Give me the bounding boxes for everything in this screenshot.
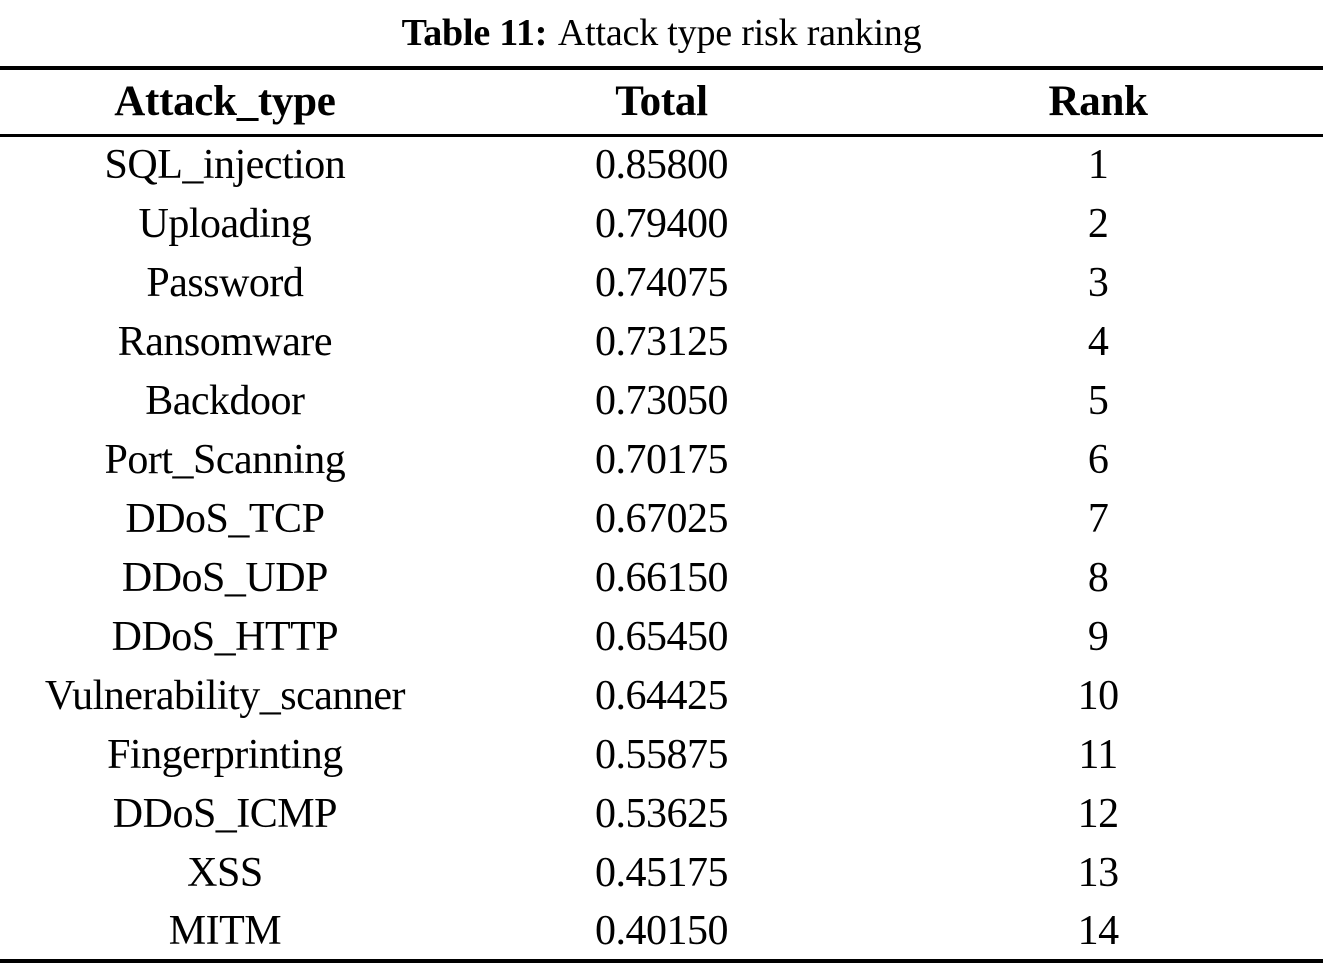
table-row: Ransomware 0.73125 4 (0, 312, 1323, 371)
header-row: Attack_type Total Rank (0, 68, 1323, 137)
cell-total: 0.66150 (594, 554, 729, 601)
column-header-total: Total (449, 68, 874, 137)
cell-total: 0.73125 (594, 318, 729, 365)
cell-rank: 3 (1087, 259, 1109, 306)
table-row: DDoS_TCP 0.67025 7 (0, 489, 1323, 548)
cell-total: 0.45175 (594, 849, 729, 896)
cell-total: 0.67025 (594, 495, 729, 542)
cell-total: 0.55875 (594, 731, 729, 778)
table-row: DDoS_HTTP 0.65450 9 (0, 607, 1323, 666)
table-row: Backdoor 0.73050 5 (0, 371, 1323, 430)
table-row: Port_Scanning 0.70175 6 (0, 430, 1323, 489)
cell-attack-type: Backdoor (145, 377, 305, 424)
cell-total: 0.85800 (594, 142, 729, 189)
table-row: Fingerprinting 0.55875 11 (0, 725, 1323, 784)
cell-rank: 5 (1087, 377, 1109, 424)
cell-total: 0.64425 (594, 672, 729, 719)
table-row: Vulnerability_scanner 0.64425 10 (0, 666, 1323, 725)
cell-rank: 11 (1078, 731, 1118, 778)
table-row: MITM 0.40150 14 (0, 902, 1323, 961)
cell-attack-type: Fingerprinting (107, 731, 343, 778)
cell-rank: 12 (1077, 790, 1119, 837)
cell-attack-type: SQL_injection (104, 142, 346, 189)
cell-attack-type: Vulnerability_scanner (44, 672, 406, 719)
table-row: XSS 0.45175 13 (0, 843, 1323, 902)
cell-attack-type: Port_Scanning (104, 436, 346, 483)
cell-total: 0.65450 (594, 613, 729, 660)
cell-rank: 10 (1077, 672, 1119, 719)
cell-attack-type: XSS (187, 849, 263, 896)
cell-attack-type: Password (146, 259, 304, 306)
cell-attack-type: MITM (168, 907, 282, 954)
cell-total: 0.73050 (594, 377, 729, 424)
cell-rank: 13 (1077, 849, 1119, 896)
cell-attack-type: DDoS_HTTP (111, 613, 339, 660)
cell-attack-type: Uploading (138, 200, 312, 247)
cell-attack-type: Ransomware (117, 318, 333, 365)
cell-rank: 14 (1077, 907, 1119, 954)
cell-total: 0.74075 (594, 259, 729, 306)
cell-rank: 9 (1087, 613, 1109, 660)
cell-rank: 7 (1087, 495, 1109, 542)
table-row: Uploading 0.79400 2 (0, 194, 1323, 253)
cell-total: 0.40150 (594, 907, 729, 954)
cell-rank: 1 (1087, 142, 1109, 189)
table-caption-label: Table 11: (401, 12, 548, 54)
table-row: SQL_injection 0.85800 1 (0, 135, 1323, 194)
column-header-attack-type: Attack_type (0, 68, 450, 137)
cell-rank: 8 (1087, 554, 1109, 601)
cell-rank: 2 (1087, 200, 1109, 247)
table-row: Password 0.74075 3 (0, 253, 1323, 312)
cell-attack-type: DDoS_TCP (125, 495, 325, 542)
cell-attack-type: DDoS_ICMP (112, 790, 338, 837)
table-body: SQL_injection 0.85800 1 Uploading 0.7940… (0, 135, 1323, 961)
cell-total: 0.79400 (594, 200, 729, 247)
table-row: DDoS_UDP 0.66150 8 (0, 548, 1323, 607)
attack-risk-table: Attack_type Total Rank SQL_injection 0.8… (0, 66, 1323, 963)
cell-rank: 6 (1087, 436, 1109, 483)
table-row: DDoS_ICMP 0.53625 12 (0, 784, 1323, 843)
cell-attack-type: DDoS_UDP (121, 554, 329, 601)
cell-total: 0.70175 (594, 436, 729, 483)
table-header: Attack_type Total Rank (0, 68, 1323, 137)
cell-total: 0.53625 (594, 790, 729, 837)
cell-rank: 4 (1087, 318, 1109, 365)
table-caption: Table 11: Attack type risk ranking (0, 0, 1323, 66)
table-caption-text: Attack type risk ranking (557, 12, 922, 54)
column-header-rank: Rank (873, 68, 1323, 137)
